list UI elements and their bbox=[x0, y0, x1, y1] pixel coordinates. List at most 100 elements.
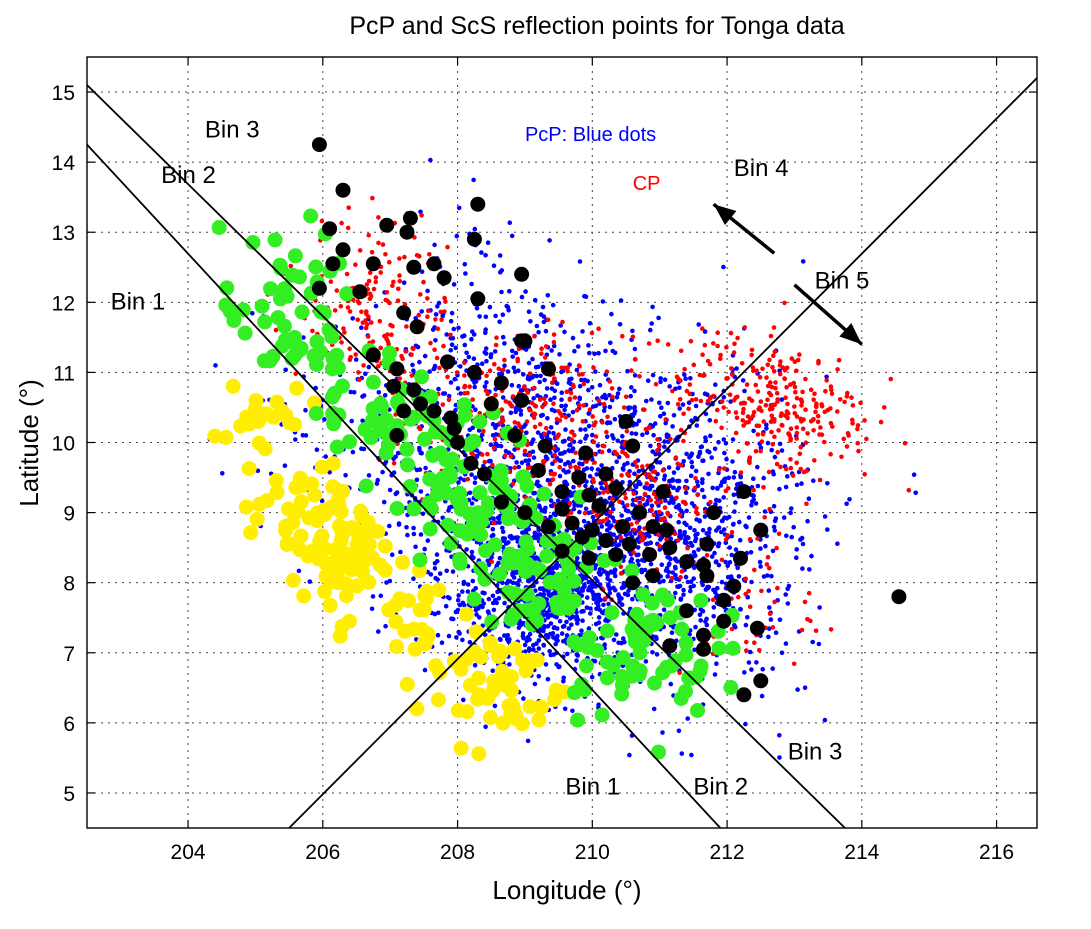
blue-dots-point bbox=[673, 504, 679, 510]
red-dots-point bbox=[384, 290, 390, 295]
green-dots-point bbox=[655, 587, 670, 603]
red-dots-point bbox=[532, 424, 538, 430]
blue-dots-point bbox=[800, 566, 805, 571]
green-dots-point bbox=[330, 360, 346, 376]
blue-dots-point bbox=[588, 606, 593, 611]
blue-dots-point bbox=[699, 444, 705, 450]
red-dots-point bbox=[751, 409, 757, 415]
green-dots-point bbox=[624, 668, 640, 684]
blue-dots-point bbox=[620, 466, 626, 471]
blue-dots-point bbox=[497, 319, 502, 325]
blue-dots-point bbox=[564, 633, 570, 638]
red-dots-point bbox=[767, 506, 772, 512]
yellow-dots-point bbox=[293, 494, 309, 510]
blue-dots-point bbox=[578, 439, 583, 445]
red-dots-point bbox=[462, 360, 467, 366]
black-dots-point bbox=[574, 529, 590, 545]
blue-dots-point bbox=[651, 706, 657, 712]
blue-dots-point bbox=[543, 662, 549, 667]
red-dots-point bbox=[389, 332, 394, 338]
green-dots-point bbox=[574, 676, 590, 692]
red-dots-point bbox=[725, 486, 731, 491]
red-dots-point bbox=[512, 465, 518, 471]
blue-dots-point bbox=[662, 473, 668, 479]
black-dots-point bbox=[335, 182, 351, 198]
red-dots-point bbox=[808, 387, 814, 393]
red-dots-point bbox=[805, 431, 810, 436]
red-dots-point bbox=[797, 451, 803, 457]
red-dots-point bbox=[675, 538, 681, 543]
blue-dots-point bbox=[595, 443, 601, 448]
blue-dots-point bbox=[606, 601, 611, 607]
red-dots-point bbox=[380, 242, 386, 247]
black-dots-point bbox=[581, 487, 597, 503]
blue-dots-point bbox=[702, 514, 708, 519]
blue-dots-point bbox=[575, 344, 581, 349]
blue-dots-point bbox=[732, 509, 737, 514]
black-dots-point bbox=[891, 589, 907, 605]
blue-dots-point bbox=[483, 724, 488, 730]
green-dots-point bbox=[306, 348, 322, 364]
blue-dots-point bbox=[611, 436, 616, 441]
blue-dots-point bbox=[706, 471, 711, 477]
blue-dots-point bbox=[749, 502, 754, 508]
blue-dots-point bbox=[460, 637, 465, 643]
green-dots-point bbox=[470, 505, 486, 521]
red-dots-point bbox=[726, 409, 731, 415]
blue-dots-point bbox=[700, 458, 705, 464]
red-dots-point bbox=[552, 458, 558, 464]
red-dots-point bbox=[484, 373, 489, 379]
blue-dots-point bbox=[491, 607, 497, 613]
black-dots-point bbox=[615, 519, 631, 535]
blue-dots-point bbox=[673, 556, 678, 561]
blue-dots-point bbox=[712, 672, 718, 677]
blue-dots-point bbox=[500, 395, 506, 400]
black-dots-point bbox=[530, 463, 546, 478]
blue-dots-point bbox=[300, 433, 306, 438]
green-dots-point bbox=[226, 312, 242, 328]
red-dots-point bbox=[576, 372, 582, 377]
red-dots-point bbox=[568, 510, 574, 515]
blue-dots-point bbox=[704, 622, 710, 628]
red-dots-point bbox=[753, 448, 759, 454]
blue-dots-point bbox=[566, 380, 572, 385]
green-dots-point bbox=[488, 480, 503, 496]
black-dots-point bbox=[426, 256, 442, 272]
blue-dots-point bbox=[428, 157, 433, 163]
red-dots-point bbox=[681, 411, 686, 417]
blue-dots-point bbox=[307, 579, 313, 584]
green-dots-point bbox=[688, 669, 704, 685]
red-dots-point bbox=[765, 554, 771, 560]
blue-dots-point bbox=[422, 353, 428, 359]
blue-dots-point bbox=[213, 363, 218, 368]
blue-dots-point bbox=[587, 321, 593, 326]
blue-dots-point bbox=[670, 424, 675, 429]
red-dots-point bbox=[855, 423, 861, 428]
red-dots-point bbox=[739, 361, 745, 366]
red-dots-point bbox=[596, 398, 602, 403]
red-dots-point bbox=[689, 397, 695, 403]
blue-dots-point bbox=[582, 293, 587, 299]
red-dots-point bbox=[492, 361, 497, 367]
red-dots-point bbox=[757, 375, 763, 380]
blue-dots-point bbox=[799, 481, 804, 486]
blue-dots-point bbox=[482, 590, 487, 596]
red-dots-point bbox=[462, 384, 467, 390]
green-dots-point bbox=[604, 605, 620, 621]
red-dots-point bbox=[580, 371, 585, 377]
red-dots-point bbox=[803, 407, 808, 413]
blue-dots-point bbox=[649, 397, 654, 402]
blue-dots-point bbox=[501, 538, 506, 544]
red-dots-point bbox=[705, 358, 711, 364]
blue-dots-point bbox=[614, 535, 620, 541]
blue-dots-point bbox=[469, 501, 475, 506]
red-dots-point bbox=[391, 460, 397, 466]
red-dots-point bbox=[568, 464, 573, 470]
blue-dots-point bbox=[730, 459, 735, 464]
blue-dots-point bbox=[303, 407, 308, 413]
blue-dots-point bbox=[707, 526, 712, 532]
red-dots-point bbox=[640, 496, 646, 502]
blue-dots-point bbox=[716, 543, 721, 549]
red-dots-point bbox=[815, 419, 821, 425]
blue-dots-point bbox=[490, 593, 496, 599]
